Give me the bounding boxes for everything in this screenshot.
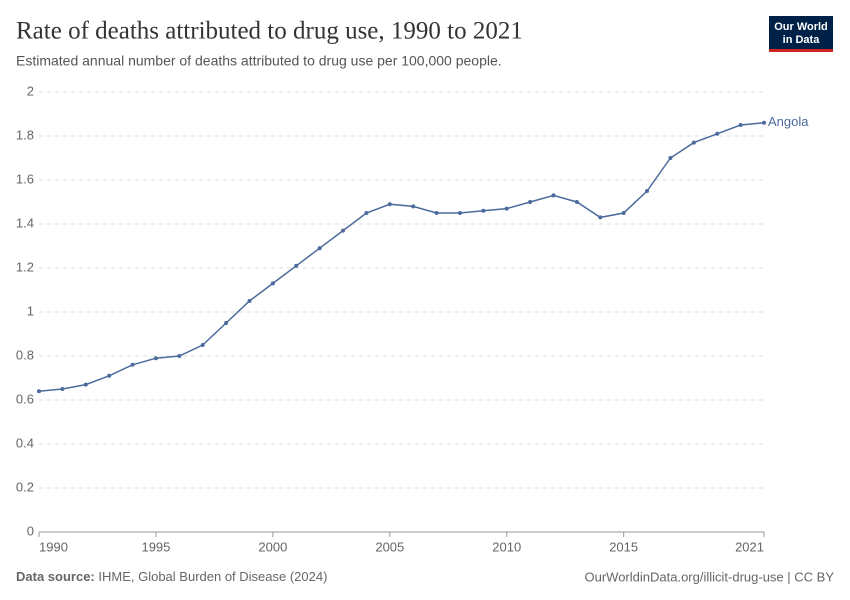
logo-stripe (769, 49, 833, 52)
point (504, 206, 509, 211)
point (341, 228, 346, 233)
y-tick-label: 1.4 (16, 215, 34, 230)
point (224, 321, 229, 325)
point (574, 200, 579, 204)
point (645, 189, 650, 193)
y-tick-label: 0 (27, 523, 34, 538)
series-label: Angola (768, 114, 809, 129)
point (153, 356, 158, 361)
point (247, 299, 252, 303)
point (691, 140, 696, 145)
y-tick-label: 0.4 (16, 435, 34, 450)
point (481, 208, 486, 213)
y-tick-label: 1.2 (16, 259, 34, 274)
credit[interactable]: OurWorldinData.org/illicit-drug-use | CC… (585, 569, 835, 584)
y-tick-label: 0.8 (16, 347, 34, 362)
point (551, 193, 556, 198)
point (434, 211, 439, 215)
point (528, 200, 533, 204)
logo-text: in Data (783, 34, 821, 46)
point (621, 211, 626, 215)
point (317, 246, 322, 251)
point (177, 354, 182, 358)
source-label: Data source: (16, 569, 95, 584)
logo[interactable]: Our World in Data (769, 16, 833, 52)
point (668, 156, 673, 160)
y-tick-label: 1.6 (16, 171, 34, 186)
y-tick-label: 1.8 (16, 127, 34, 142)
x-tick-label: 2010 (492, 539, 521, 554)
point (364, 211, 369, 215)
logo-text: Our World (774, 21, 828, 33)
y-tick-label: 0.2 (16, 479, 34, 494)
point (411, 204, 416, 209)
source: Data source: IHME, Global Burden of Dise… (16, 569, 327, 584)
point (107, 373, 112, 378)
y-tick-label: 2 (27, 83, 34, 98)
chart-title: Rate of deaths attributed to drug use, 1… (16, 18, 523, 45)
point (83, 382, 88, 387)
x-tick-label: 2021 (735, 539, 764, 554)
x-tick-label: 2000 (258, 539, 287, 554)
point (200, 343, 205, 347)
x-tick-label: 2015 (609, 539, 638, 554)
chart-subtitle: Estimated annual number of deaths attrib… (16, 53, 502, 69)
point (387, 202, 392, 207)
point (738, 123, 743, 127)
point (270, 281, 275, 286)
logo-box (769, 16, 833, 52)
point (60, 387, 65, 391)
point (715, 131, 720, 136)
source-text: IHME, Global Burden of Disease (2024) (98, 569, 327, 584)
x-tick-label: 2005 (375, 539, 404, 554)
x-tick-label: 1995 (141, 539, 170, 554)
point (37, 389, 41, 394)
point (457, 211, 462, 215)
point (598, 215, 603, 220)
point (294, 263, 299, 268)
y-tick-label: 0.6 (16, 391, 34, 406)
point (130, 362, 135, 367)
line (38, 122, 765, 392)
x-tick-label: 1990 (39, 539, 68, 554)
y-tick-label: 1 (27, 303, 34, 318)
point (762, 120, 766, 125)
